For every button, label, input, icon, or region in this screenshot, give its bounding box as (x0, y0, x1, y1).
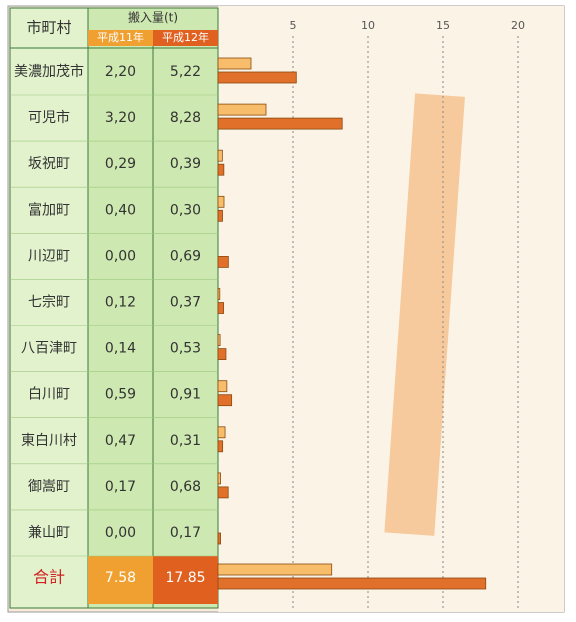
name-column (9, 7, 89, 609)
bar (217, 334, 221, 347)
value-label: 0,30 (170, 202, 201, 218)
category-label: 合計 (33, 568, 65, 587)
bar (217, 563, 333, 576)
value-label: 0,17 (170, 525, 201, 541)
bar (217, 348, 227, 361)
value-label: 0,14 (105, 341, 136, 357)
bar (217, 302, 224, 314)
x-tick-label: 15 (436, 19, 450, 32)
value-label: 0,29 (105, 156, 136, 172)
category-label: 八百津町 (21, 341, 77, 357)
series-header: 平成12年 (162, 30, 209, 44)
category-label: 御嵩町 (28, 479, 70, 495)
value-label: 0,59 (105, 387, 136, 403)
bar (217, 380, 228, 393)
value-label: 7.58 (105, 570, 136, 586)
value-label: 0,00 (105, 248, 136, 264)
bar (217, 472, 221, 485)
value-label: 0,39 (170, 156, 201, 172)
value-label: 0,00 (105, 525, 136, 541)
category-label: 川辺町 (28, 248, 70, 264)
bar (217, 255, 229, 268)
category-label: 富加町 (28, 201, 70, 218)
value-label: 5,22 (170, 64, 201, 80)
header-cell (153, 30, 218, 46)
bar (217, 288, 221, 300)
bar (217, 532, 221, 545)
category-label: 美濃加茂市 (14, 63, 84, 80)
bar (217, 394, 233, 407)
category-label: 七宗町 (28, 295, 70, 311)
value-label: 0,53 (170, 341, 201, 357)
value-label: 3,20 (105, 110, 136, 126)
category-label: 東白川村 (21, 433, 77, 449)
series-header: 平成11年 (97, 30, 144, 44)
total-row (88, 556, 153, 604)
value-label: 0,69 (170, 248, 201, 264)
bar (217, 71, 297, 84)
total-row (153, 556, 218, 604)
value-label: 0,37 (170, 295, 201, 311)
value-label: 0,12 (105, 295, 136, 311)
bar (217, 486, 229, 499)
decoration (384, 93, 465, 536)
x-tick-label: 20 (511, 19, 525, 32)
bar (217, 195, 225, 208)
value-header: 搬入量(t) (128, 10, 178, 25)
value-label: 17.85 (165, 570, 205, 586)
value-label: 0,40 (105, 202, 136, 218)
bar (217, 57, 252, 70)
bar (217, 426, 226, 439)
category-label: 兼山町 (28, 525, 70, 541)
value-label: 2,20 (105, 64, 136, 80)
bar (217, 149, 223, 162)
category-header: 市町村 (26, 19, 71, 37)
value-label: 8,28 (170, 110, 201, 126)
value-label: 0,68 (170, 479, 201, 495)
value-label: 0,47 (105, 433, 136, 449)
value-label: 0,91 (170, 387, 201, 403)
category-label: 可児市 (28, 109, 70, 126)
x-tick-label: 5 (290, 19, 297, 32)
category-label: 坂祝町 (28, 156, 70, 172)
bar (217, 577, 487, 590)
bar (217, 117, 343, 130)
bar (217, 440, 224, 453)
bar (217, 103, 267, 116)
value-label: 0,17 (105, 479, 136, 495)
category-label: 白川町 (28, 387, 70, 403)
value-label: 0,31 (170, 433, 201, 449)
bar (217, 209, 223, 222)
header-cell (88, 30, 153, 46)
x-tick-label: 10 (361, 19, 375, 32)
bar (217, 163, 225, 176)
